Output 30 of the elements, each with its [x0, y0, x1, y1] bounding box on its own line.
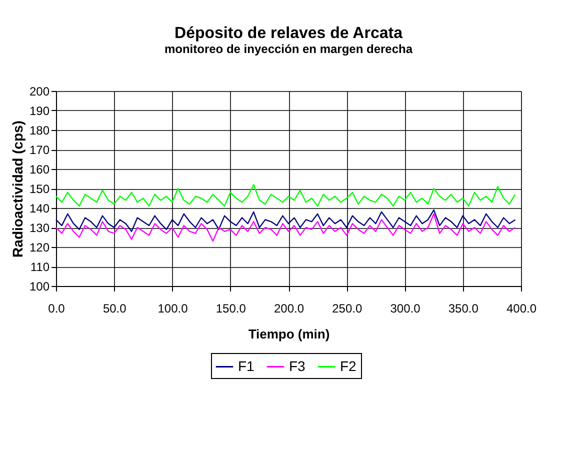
y-tick-label: 200 — [29, 84, 50, 98]
legend-label: F2 — [340, 358, 357, 374]
y-tick-label: 190 — [29, 104, 50, 118]
y-tick-label: 100 — [29, 280, 50, 294]
y-tick-label: 160 — [29, 162, 50, 176]
y-tick-label: 130 — [29, 221, 50, 235]
y-tick-label: 180 — [29, 124, 50, 138]
y-axis-title: Radioactividad (cps) — [9, 120, 26, 258]
y-tick-label: 120 — [29, 240, 50, 254]
x-tick-label: 50.0 — [102, 302, 127, 316]
chart-title: Déposito de relaves de Arcata — [174, 25, 403, 42]
x-axis-title: Tiempo (min) — [248, 326, 330, 342]
y-tick-label: 150 — [29, 182, 50, 196]
x-tick-label: 100.0 — [158, 302, 188, 316]
x-tick-label: 0.0 — [48, 302, 66, 316]
x-tick-label: 250.0 — [332, 302, 362, 316]
y-tick-label: 140 — [29, 202, 50, 216]
x-tick-label: 300.0 — [390, 302, 421, 316]
chart-subtitle: monitoreo de inyección en margen derecha — [164, 42, 413, 56]
x-tick-label: 150.0 — [216, 302, 246, 316]
legend-label: F3 — [289, 358, 306, 374]
x-tick-label: 400.0 — [506, 302, 537, 316]
line-series — [55, 184, 516, 207]
y-tick-label: 110 — [30, 260, 50, 274]
x-tick-label: 200.0 — [274, 302, 304, 316]
legend-label: F1 — [238, 358, 255, 374]
x-tick-label: 350.0 — [448, 302, 479, 316]
line-series — [55, 209, 516, 232]
y-tick-label: 170 — [29, 143, 50, 157]
line-series — [55, 213, 516, 242]
